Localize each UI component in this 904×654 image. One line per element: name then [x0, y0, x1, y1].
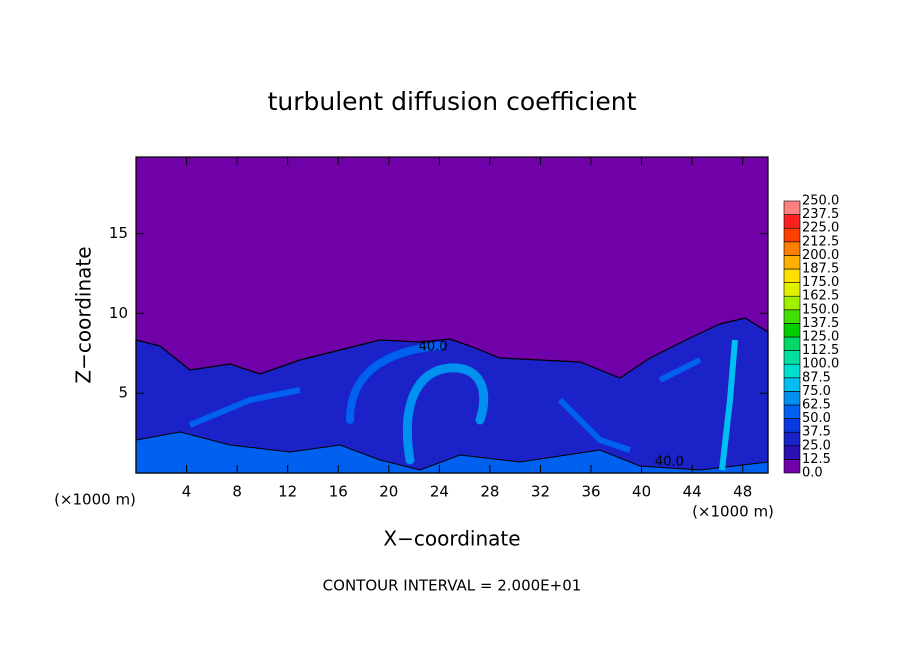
contour-label: 40.0: [655, 454, 684, 469]
colorbar-label: 12.5: [802, 452, 831, 467]
x-tick-label: 16: [329, 483, 348, 501]
colorbar-band: [783, 295, 801, 311]
colorbar-band: [783, 336, 801, 351]
colorbar-band: [783, 268, 801, 283]
colorbar-band: [783, 200, 801, 215]
x-tick-label: 36: [581, 483, 600, 501]
x-tick-label: 8: [232, 483, 242, 501]
colorbar-band: [783, 350, 801, 365]
plot-frame: [135, 156, 769, 474]
colorbar-band: [783, 363, 801, 379]
colorbar-label: 187.5: [802, 262, 839, 277]
colorbar-band: [783, 377, 801, 392]
colorbar-band: [783, 459, 801, 474]
colorbar-band: [783, 431, 801, 447]
colorbar-label: 200.0: [802, 248, 839, 263]
x-tick-label: 44: [683, 483, 702, 501]
colorbar-label: 25.0: [802, 438, 831, 453]
colorbar-band: [783, 323, 801, 338]
colorbar-band: [783, 309, 801, 324]
colorbar-label: 137.5: [802, 316, 839, 331]
colorbar-band: [783, 445, 801, 460]
x-tick-label: 48: [733, 483, 752, 501]
colorbar-band: [783, 255, 801, 270]
turbulent-region: [135, 317, 769, 474]
colorbar-band: [783, 227, 801, 243]
field: [135, 157, 769, 474]
colorbar-label: 162.5: [802, 289, 839, 304]
contour-label: 40.0: [419, 339, 448, 354]
x-tick-label: 28: [480, 483, 499, 501]
colorbar-band: [783, 241, 801, 256]
colorbar-band: [783, 418, 801, 433]
colorbar-label: 125.0: [802, 330, 839, 345]
turbulent-arch: [402, 363, 489, 465]
x-unit-label: (×1000 m): [54, 491, 136, 509]
colorbar-band: [783, 214, 801, 229]
colorbar-label: 212.5: [802, 234, 839, 249]
colorbar-label: 100.0: [802, 357, 839, 372]
x-tick-label: 32: [531, 483, 550, 501]
y-tick-label: 15: [109, 224, 128, 242]
turbulent-plume: [719, 339, 738, 471]
colorbar-band: [783, 391, 801, 406]
x-tick-label: 12: [278, 483, 297, 501]
turbulent-arch: [346, 342, 444, 424]
y-tick-label: 5: [118, 384, 128, 402]
colorbar-label: 50.0: [802, 411, 831, 426]
colorbar-label: 75.0: [802, 384, 831, 399]
colorbar-label: 112.5: [802, 343, 839, 358]
turbulent-streak: [188, 357, 702, 453]
colorbar-label: 87.5: [802, 370, 831, 385]
x-tick-label: 40: [632, 483, 651, 501]
colorbar-band: [783, 282, 801, 297]
colorbar-label: 225.0: [802, 221, 839, 236]
chart-title: turbulent diffusion coefficient: [268, 87, 637, 116]
x-unit-label: (×1000 m): [692, 503, 774, 521]
footnote: CONTOUR INTERVAL = 2.000E+01: [323, 577, 582, 595]
x-tick-label: 24: [430, 483, 449, 501]
colorbar-label: 250.0: [802, 194, 839, 209]
x-tick-label: 20: [379, 483, 398, 501]
x-axis-label: X−coordinate: [383, 527, 520, 551]
x-tick-label: 4: [182, 483, 192, 501]
y-axis-label: Z−coordinate: [72, 246, 96, 383]
colorbar-label: 150.0: [802, 302, 839, 317]
colorbar-label: 37.5: [802, 425, 831, 440]
colorbar-label: 237.5: [802, 207, 839, 222]
colorbar-label: 175.0: [802, 275, 839, 290]
colorbar-label: 0.0: [802, 466, 823, 481]
colorbar-label: 62.5: [802, 398, 831, 413]
colorbar-band: [783, 404, 801, 419]
y-tick-label: 10: [109, 304, 128, 322]
